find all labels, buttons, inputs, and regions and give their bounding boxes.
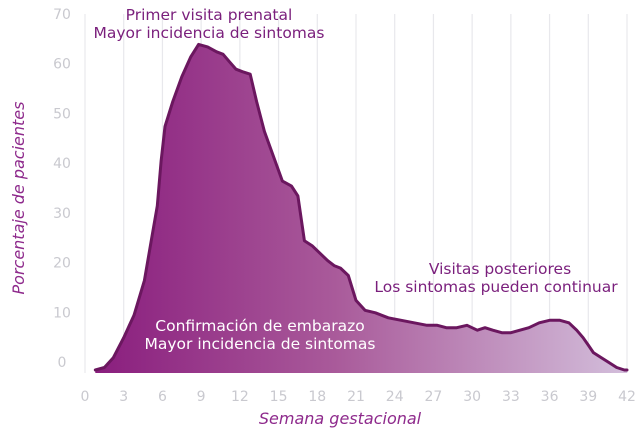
x-tick-label-15: 15 bbox=[270, 389, 288, 405]
annotation-first-visit-line2: Mayor incidencia de sintomas bbox=[94, 24, 325, 42]
x-tick-label-24: 24 bbox=[386, 389, 404, 405]
y-tick-label-70: 70 bbox=[53, 7, 71, 23]
x-tick-label-21: 21 bbox=[347, 389, 365, 405]
x-axis-title: Semana gestacional bbox=[259, 409, 422, 428]
x-tick-label-9: 9 bbox=[197, 389, 206, 405]
x-tick-label-36: 36 bbox=[541, 389, 559, 405]
x-tick-label-12: 12 bbox=[231, 389, 249, 405]
annotation-first-visit-line1: Primer visita prenatal bbox=[126, 6, 293, 24]
annotation-later-visits-line2: Los sintomas pueden continuar bbox=[374, 278, 618, 296]
area-series bbox=[95, 44, 628, 374]
x-tick-label-6: 6 bbox=[158, 389, 167, 405]
y-axis-title: Porcentaje de pacientes bbox=[9, 102, 28, 295]
y-axis-ticks: 0 10 20 30 40 50 60 70 bbox=[53, 7, 71, 371]
y-tick-label-10: 10 bbox=[53, 305, 71, 321]
y-tick-label-60: 60 bbox=[53, 57, 71, 73]
y-tick-label-30: 30 bbox=[53, 206, 71, 222]
y-tick-label-20: 20 bbox=[53, 256, 71, 272]
x-tick-label-18: 18 bbox=[308, 389, 326, 405]
annotation-first-visit: Primer visita prenatal Mayor incidencia … bbox=[94, 6, 325, 42]
x-axis-ticks: 0 3 6 9 12 15 18 21 24 27 30 33 36 39 42 bbox=[81, 389, 636, 405]
annotation-later-visits-line1: Visitas posteriores bbox=[429, 260, 571, 278]
x-tick-label-0: 0 bbox=[81, 389, 90, 405]
x-tick-label-39: 39 bbox=[579, 389, 597, 405]
area-series-line bbox=[93, 42, 629, 372]
annotation-later-visits: Visitas posteriores Los sintomas pueden … bbox=[374, 260, 618, 296]
y-tick-label-0: 0 bbox=[58, 355, 67, 371]
x-tick-label-30: 30 bbox=[463, 389, 481, 405]
x-tick-label-3: 3 bbox=[119, 389, 128, 405]
annotation-confirmation-line1: Confirmación de embarazo bbox=[155, 317, 364, 335]
y-tick-label-40: 40 bbox=[53, 156, 71, 172]
annotation-confirmation-line2: Mayor incidencia de sintomas bbox=[145, 335, 376, 353]
annotation-confirmation: Confirmación de embarazo Mayor incidenci… bbox=[145, 317, 376, 353]
y-tick-label-50: 50 bbox=[53, 106, 71, 122]
x-tick-label-42: 42 bbox=[618, 389, 636, 405]
x-tick-label-33: 33 bbox=[502, 389, 520, 405]
x-tick-label-27: 27 bbox=[425, 389, 443, 405]
